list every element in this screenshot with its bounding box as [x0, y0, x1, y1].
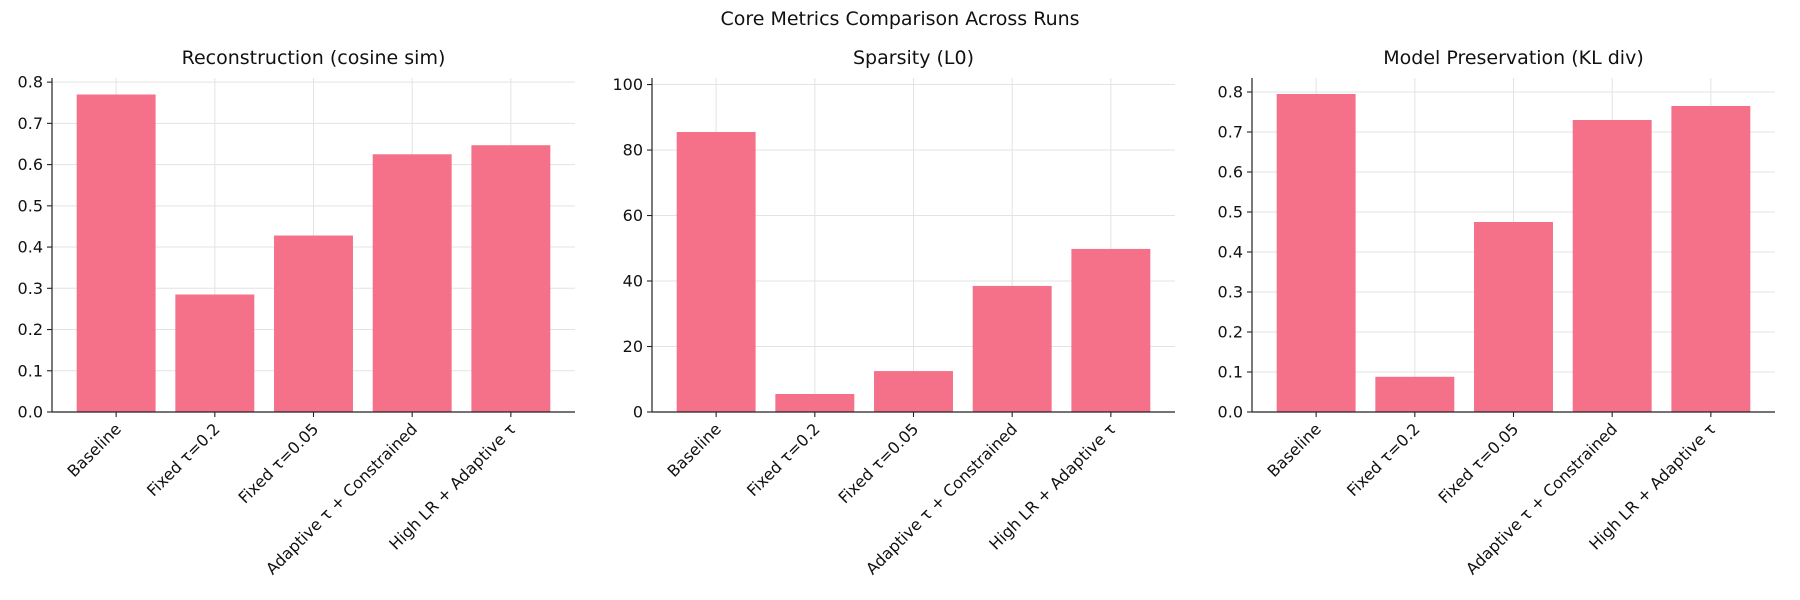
x-tick-label: Fixed τ=0.2 — [1343, 419, 1424, 500]
y-tick-label: 0.7 — [1218, 123, 1243, 142]
y-tick-label: 0.1 — [18, 361, 43, 380]
bar — [274, 235, 353, 412]
y-tick-label: 0.7 — [18, 114, 43, 133]
bar — [372, 154, 452, 413]
bar — [76, 94, 156, 412]
y-tick-label: 60 — [623, 206, 643, 225]
bar — [775, 393, 855, 412]
panel-title: Model Preservation (KL div) — [1383, 47, 1644, 69]
x-tick-label: Fixed τ=0.2 — [143, 419, 224, 500]
y-tick-label: 0.3 — [1218, 283, 1243, 302]
bar — [175, 294, 255, 412]
bar — [1572, 120, 1652, 412]
y-tick-label: 0.2 — [1218, 323, 1243, 342]
bar — [1375, 376, 1455, 412]
y-tick-label: 0.2 — [18, 320, 43, 339]
y-tick-label: 0.4 — [1218, 243, 1243, 262]
y-tick-label: 20 — [623, 337, 643, 356]
bar — [1276, 94, 1356, 412]
bar — [874, 371, 953, 412]
x-tick-label: Fixed τ=0.05 — [234, 419, 322, 507]
y-tick-label: 0.6 — [18, 155, 43, 174]
y-tick-label: 0.5 — [1218, 203, 1243, 222]
y-tick-label: 0.0 — [18, 403, 43, 422]
x-tick-label: Baseline — [664, 419, 725, 480]
x-tick-label: Baseline — [64, 419, 125, 480]
x-tick-label: Fixed τ=0.2 — [743, 419, 824, 500]
panel-title: Sparsity (L0) — [853, 47, 974, 69]
y-tick-label: 0.4 — [18, 238, 43, 257]
y-tick-label: 0.6 — [1218, 163, 1243, 182]
y-tick-label: 0.3 — [18, 279, 43, 298]
y-tick-label: 40 — [623, 272, 643, 291]
bar — [1671, 106, 1751, 412]
panel-title: Reconstruction (cosine sim) — [182, 47, 446, 69]
y-tick-label: 0.8 — [1218, 83, 1243, 102]
bar — [1071, 248, 1151, 412]
y-tick-label: 0.8 — [18, 73, 43, 92]
y-tick-label: 0.0 — [1218, 403, 1243, 422]
x-tick-label: Fixed τ=0.05 — [834, 419, 922, 507]
figure-title: Core Metrics Comparison Across Runs — [720, 8, 1080, 30]
y-tick-label: 80 — [623, 141, 643, 160]
y-tick-label: 0.1 — [1218, 363, 1243, 382]
y-tick-label: 100 — [612, 75, 643, 94]
bar — [676, 132, 756, 412]
x-tick-label: Fixed τ=0.05 — [1434, 419, 1522, 507]
bar — [972, 285, 1052, 412]
y-tick-label: 0.5 — [18, 196, 43, 215]
y-tick-label: 0 — [633, 403, 643, 422]
bar — [1474, 222, 1553, 412]
x-tick-label: Baseline — [1264, 419, 1325, 480]
bar — [471, 145, 551, 412]
